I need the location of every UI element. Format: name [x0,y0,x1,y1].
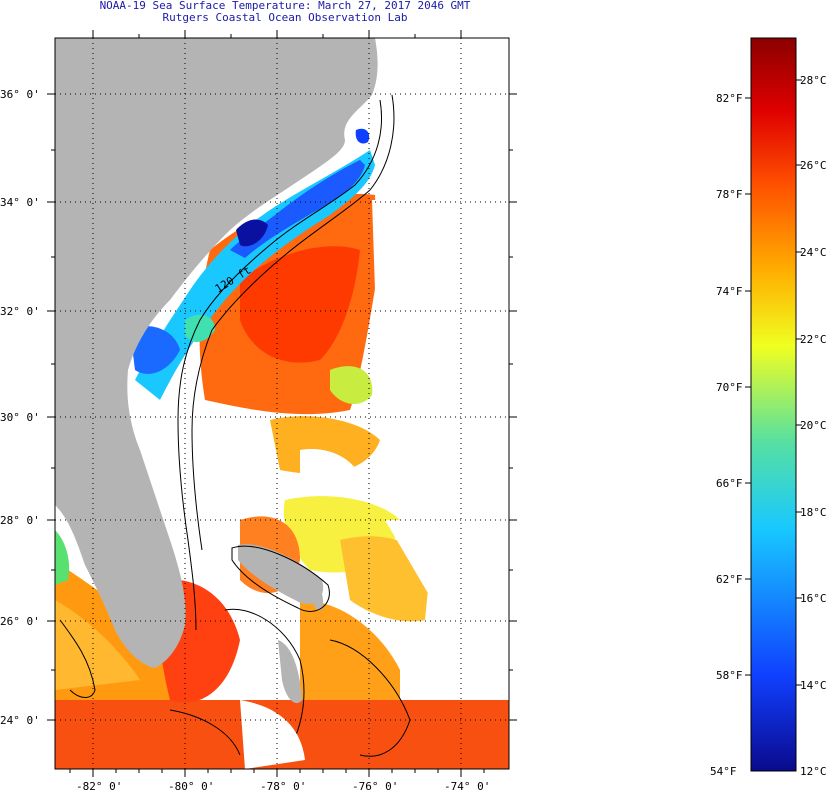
colorbar-ticks [745,79,802,686]
lat-label: 24° 0' [0,714,40,727]
graticule [55,38,509,769]
lat-label: 34° 0' [0,196,40,209]
fahrenheit-label: 66°F [716,477,743,490]
colorbar-fahrenheit-labels: 82°F 78°F 74°F 70°F 66°F 62°F 58°F 54°F [710,92,743,778]
lon-label: -76° 0' [352,780,398,793]
fahrenheit-label: 58°F [716,669,743,682]
lon-label: -78° 0' [260,780,306,793]
colorbar [750,37,797,772]
fahrenheit-label: 82°F [716,92,743,105]
bathymetry-contours [59,94,411,761]
lat-label: 30° 0' [0,411,40,424]
map-subtitle: Rutgers Coastal Ocean Observation Lab [162,11,408,24]
celsius-label: 14°C [800,679,827,692]
fahrenheit-label: 62°F [716,573,743,586]
lat-label: 36° 0' [0,88,40,101]
celsius-label: 12°C [800,765,827,778]
longitude-labels: -82° 0' -80° 0' -78° 0' -76° 0' -74° 0' [76,780,490,793]
celsius-label: 24°C [800,246,827,259]
cloud-mask [135,200,509,769]
lat-label: 28° 0' [0,514,40,527]
celsius-label: 28°C [800,74,827,87]
latitude-labels: 36° 0' 34° 0' 32° 0' 30° 0' 28° 0' 26° 0… [0,88,40,727]
map-title: NOAA-19 Sea Surface Temperature: March 2… [99,0,471,12]
sea-surface-temperature-map [55,38,509,769]
fahrenheit-label: 70°F [716,381,743,394]
celsius-label: 18°C [800,506,827,519]
lat-label: 32° 0' [0,305,40,318]
celsius-label: 26°C [800,159,827,172]
fahrenheit-label: 54°F [710,765,737,778]
lat-label: 26° 0' [0,615,40,628]
celsius-label: 22°C [800,333,827,346]
axis-ticks [47,30,517,777]
lon-label: -80° 0' [168,780,214,793]
fahrenheit-label: 74°F [716,285,743,298]
landmass [55,38,378,704]
fahrenheit-label: 78°F [716,188,743,201]
map-frame [54,37,510,770]
colorbar-celsius-labels: 28°C 26°C 24°C 22°C 20°C 18°C 16°C 14°C … [800,74,827,778]
celsius-label: 20°C [800,419,827,432]
lon-label: -74° 0' [444,780,490,793]
lon-label: -82° 0' [76,780,122,793]
celsius-label: 16°C [800,592,827,605]
